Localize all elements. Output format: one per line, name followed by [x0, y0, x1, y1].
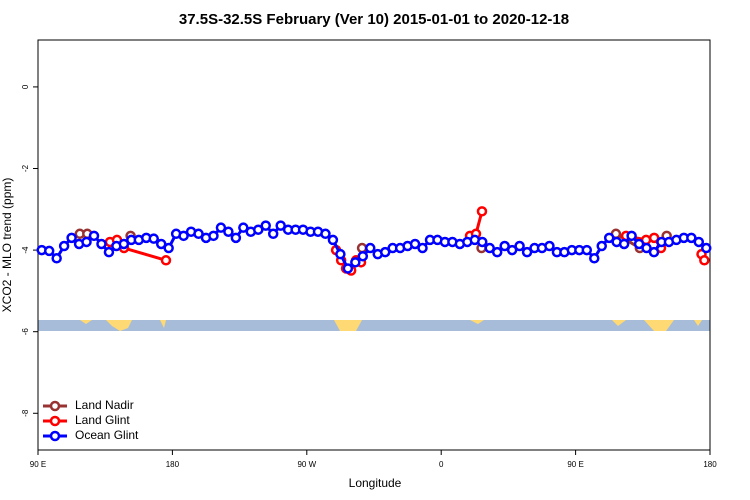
point	[521, 246, 533, 258]
point	[693, 236, 705, 248]
point	[626, 230, 637, 242]
point	[148, 233, 159, 244]
x-tick-label: 180	[703, 460, 717, 469]
point	[88, 230, 100, 242]
point	[267, 228, 279, 240]
point	[365, 242, 376, 254]
legend-label: Ocean Glint	[75, 428, 139, 442]
legend-marker	[49, 415, 61, 427]
point	[484, 242, 495, 254]
point	[641, 242, 652, 254]
point	[335, 248, 346, 260]
point	[356, 242, 368, 254]
point	[155, 238, 167, 250]
point	[238, 222, 249, 233]
point	[499, 240, 510, 252]
y-tick-label: 0	[21, 84, 30, 89]
point	[701, 242, 712, 254]
x-tick-label: 0	[439, 460, 444, 469]
point	[223, 226, 234, 237]
y-axis-label: XCO2 - MLO trend (ppm)	[0, 178, 14, 313]
legend-label: Land Nadir	[75, 398, 134, 412]
point	[208, 230, 219, 242]
point	[686, 232, 697, 244]
point	[193, 228, 204, 240]
point	[477, 236, 488, 248]
y-tick-label: -8	[21, 409, 30, 417]
point	[103, 246, 115, 258]
x-tick-label: 90 E	[30, 460, 46, 469]
point	[163, 242, 174, 254]
point	[514, 240, 525, 252]
legend-label: Land Glint	[75, 413, 130, 427]
point	[581, 244, 593, 256]
y-tick-label: -2	[21, 164, 30, 172]
point	[260, 220, 271, 231]
x-tick-label: 90 W	[297, 460, 316, 469]
point	[417, 242, 428, 254]
point	[215, 222, 227, 233]
point	[491, 246, 503, 258]
point	[648, 246, 660, 258]
point	[350, 257, 361, 268]
point	[506, 244, 518, 256]
point	[253, 224, 264, 235]
point	[633, 238, 645, 250]
point	[43, 245, 55, 257]
point	[342, 263, 354, 274]
point	[58, 240, 70, 252]
point	[596, 240, 607, 252]
point	[589, 253, 600, 264]
point	[160, 255, 172, 266]
point	[544, 240, 555, 252]
x-axis-label: Longitude	[349, 476, 402, 490]
legend-marker	[49, 430, 61, 442]
point	[230, 232, 242, 244]
point	[96, 238, 107, 250]
point	[51, 253, 62, 264]
chart-title: 37.5S-32.5S February (Ver 10) 2015-01-01…	[179, 11, 569, 28]
point	[81, 236, 92, 248]
point	[357, 250, 369, 262]
map-strip	[38, 320, 710, 331]
point	[603, 232, 615, 244]
y-tick-label: -4	[21, 246, 30, 254]
point	[476, 206, 488, 217]
y-tick-label: -6	[21, 328, 30, 336]
point	[648, 232, 660, 244]
x-tick-label: 180	[166, 460, 180, 469]
point	[699, 255, 710, 266]
x-tick-label: 90 E	[567, 460, 583, 469]
point	[379, 246, 391, 258]
point	[327, 234, 339, 246]
point	[409, 238, 421, 250]
point	[320, 228, 331, 240]
point	[618, 238, 630, 250]
legend-marker	[49, 400, 61, 412]
point	[275, 220, 286, 231]
point	[66, 232, 77, 244]
point	[118, 238, 130, 250]
point	[178, 230, 189, 242]
